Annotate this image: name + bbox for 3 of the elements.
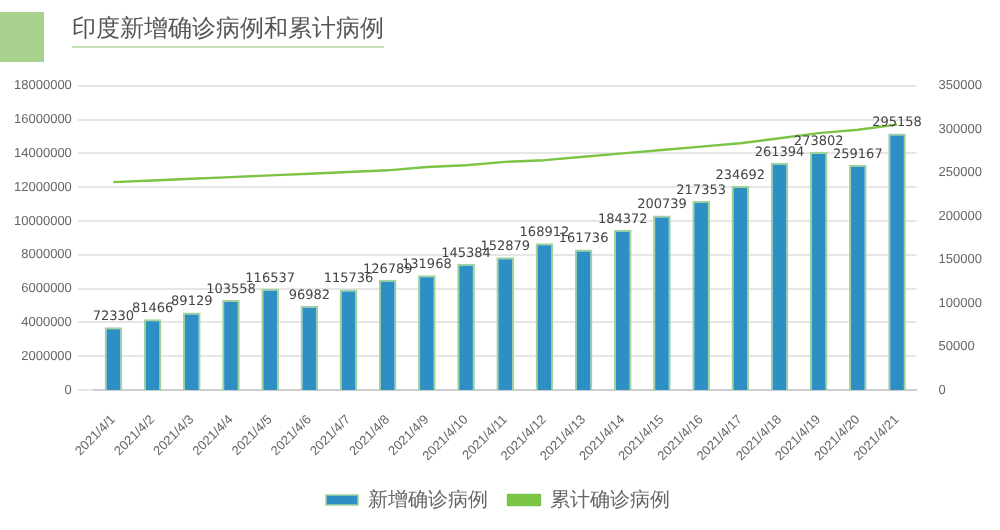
legend-label: 累计确诊病例 xyxy=(550,487,670,512)
chart-title: 印度新增确诊病例和累计病例 xyxy=(72,12,384,48)
legend-label: 新增确诊病例 xyxy=(368,487,488,512)
